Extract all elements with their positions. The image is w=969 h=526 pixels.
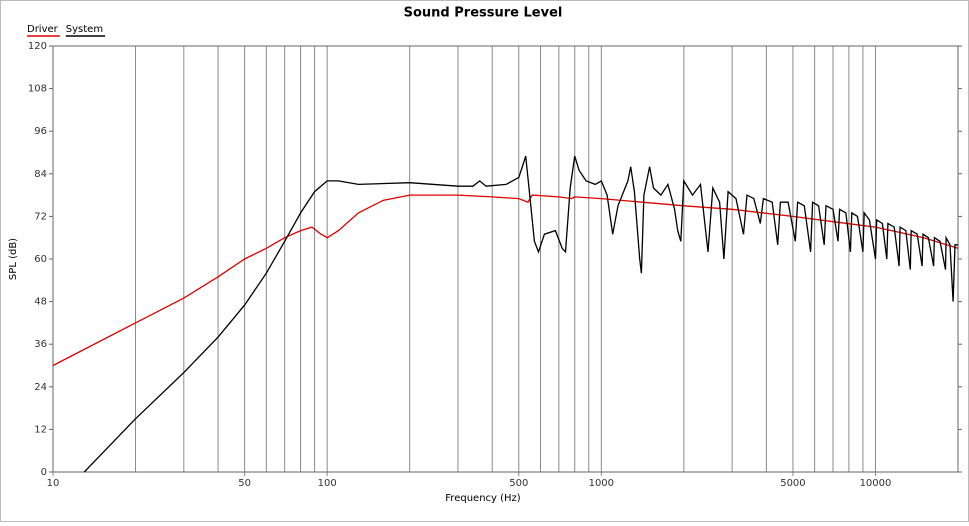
series-line	[52, 194, 959, 367]
y-tick-label: 120	[28, 41, 47, 52]
y-tick-label: 84	[34, 169, 47, 180]
y-tick-label: 12	[34, 424, 47, 435]
y-tick-label: 108	[28, 84, 47, 95]
chart-title: Sound Pressure Level	[404, 6, 563, 21]
y-tick-label: 60	[34, 254, 47, 265]
x-tick-label: 50	[238, 478, 251, 489]
x-axis-label: Frequency (Hz)	[445, 493, 521, 504]
x-tick-label: 10	[47, 478, 60, 489]
y-tick-label: 0	[41, 467, 47, 478]
y-axis-label: SPL (dB)	[8, 238, 19, 280]
y-tick-label: 24	[34, 382, 47, 393]
series-line	[83, 155, 958, 473]
legend-label: System	[66, 24, 103, 35]
x-tick-label: 100	[318, 478, 337, 489]
y-tick-label: 48	[34, 297, 47, 308]
y-tick-label: 36	[34, 339, 47, 350]
legend-label: Driver	[27, 24, 59, 35]
y-tick-label: 96	[34, 126, 47, 137]
plot-area	[52, 45, 959, 473]
x-tick-label: 1000	[589, 478, 614, 489]
x-tick-label: 10000	[860, 478, 892, 489]
x-tick-label: 5000	[780, 478, 805, 489]
x-tick-label: 500	[509, 478, 528, 489]
y-tick-label: 72	[34, 211, 47, 222]
